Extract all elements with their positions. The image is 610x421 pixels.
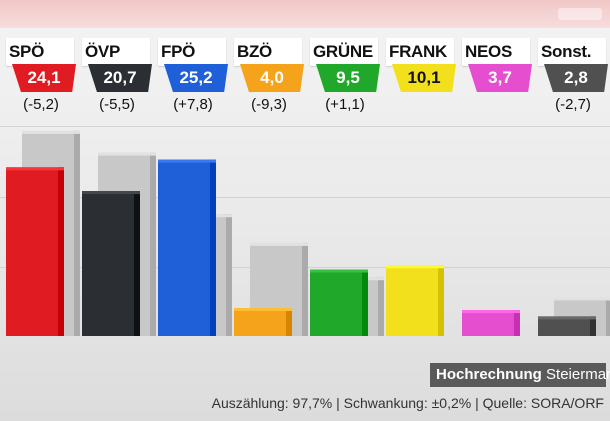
previous-result-bar-top xyxy=(22,130,80,134)
party-header: ÖVP xyxy=(82,38,150,66)
region-label: Steiermark xyxy=(546,366,610,383)
projection-title: Hochrechnung Steiermark xyxy=(430,363,610,387)
current-result-bar-front xyxy=(82,191,140,336)
party-value-label: 3,7 xyxy=(468,64,532,92)
current-result-bar-top xyxy=(6,167,64,171)
current-result-bar-top xyxy=(462,310,520,314)
current-result-bar-side xyxy=(590,316,596,336)
current-result-bar-side xyxy=(58,167,64,336)
source-line: Auszählung: 97,7% | Schwankung: ±0,2% | … xyxy=(211,395,604,411)
party-name: SPÖ xyxy=(9,42,45,61)
current-result-bar-front xyxy=(386,265,444,336)
current-result-bar xyxy=(462,310,520,336)
party-change-label: (-2,7) xyxy=(555,96,591,113)
current-result-bar xyxy=(386,265,444,336)
current-result-bar-side xyxy=(286,308,292,336)
previous-result-bar-side xyxy=(74,130,80,336)
party-value-label: 4,0 xyxy=(240,64,304,92)
current-result-bar xyxy=(234,308,292,336)
current-result-bar-side xyxy=(514,310,520,336)
party-name: Sonst. xyxy=(541,42,592,61)
previous-result-bar-side xyxy=(226,214,232,336)
party-change-label: (+7,8) xyxy=(173,96,213,113)
party-change-label: (-5,5) xyxy=(99,96,135,113)
grid-line xyxy=(0,126,610,127)
party-name: ÖVP xyxy=(85,42,121,61)
current-result-bar-side xyxy=(438,265,444,336)
current-result-bar-side xyxy=(210,159,216,336)
party-change-label: (-9,3) xyxy=(251,96,287,113)
current-result-bar-front xyxy=(6,167,64,336)
previous-result-bar-top xyxy=(250,242,308,246)
projection-label: Hochrechnung xyxy=(436,366,542,383)
current-result-bar-side xyxy=(362,269,368,336)
broadcast-top-strip xyxy=(0,0,610,28)
current-result-bar-top xyxy=(158,159,216,163)
party-value-label: 9,5 xyxy=(316,64,380,92)
party-header: SPÖ xyxy=(6,38,74,66)
party-name: BZÖ xyxy=(237,42,272,61)
previous-result-bar-side xyxy=(378,277,384,336)
previous-result-bar-side xyxy=(150,152,156,336)
party-header: GRÜNE xyxy=(310,38,378,66)
previous-result-bar-top xyxy=(98,152,156,156)
party-value-label: 20,7 xyxy=(88,64,152,92)
current-result-bar-front xyxy=(538,316,596,336)
party-name: NEOS xyxy=(465,42,512,61)
channel-logo-mark xyxy=(558,8,602,20)
grid-line xyxy=(0,197,610,198)
current-result-bar-front xyxy=(158,159,216,336)
current-result-bar-front xyxy=(310,269,368,336)
party-header: NEOS xyxy=(462,38,530,66)
party-change-label: (+1,1) xyxy=(325,96,365,113)
party-value-label: 2,8 xyxy=(544,64,608,92)
current-result-bar-front xyxy=(234,308,292,336)
current-result-bar xyxy=(82,191,140,336)
party-name: FPÖ xyxy=(161,42,196,61)
previous-result-bar-side xyxy=(302,242,308,336)
party-name: GRÜNE xyxy=(313,42,373,61)
party-header: Sonst. xyxy=(538,38,606,66)
party-value-label: 10,1 xyxy=(392,64,456,92)
current-result-bar-top xyxy=(234,308,292,311)
current-result-bar xyxy=(158,159,216,336)
party-value-label: 25,2 xyxy=(164,64,228,92)
party-header: FPÖ xyxy=(158,38,226,66)
party-value-label: 24,1 xyxy=(12,64,76,92)
current-result-bar-top xyxy=(82,191,140,195)
party-change-label: (-5,2) xyxy=(23,96,59,113)
current-result-bar-top xyxy=(310,269,368,273)
current-result-bar-side xyxy=(134,191,140,336)
current-result-bar xyxy=(310,269,368,336)
current-result-bar xyxy=(538,316,596,336)
current-result-bar-top xyxy=(386,265,444,269)
current-result-bar xyxy=(6,167,64,336)
party-header: BZÖ xyxy=(234,38,302,66)
current-result-bar-front xyxy=(462,310,520,336)
current-result-bar-top xyxy=(538,316,596,320)
previous-result-bar-top xyxy=(554,297,610,301)
party-name: FRANK xyxy=(389,42,447,61)
previous-result-bar-side xyxy=(606,297,610,336)
party-header: FRANK xyxy=(386,38,454,66)
